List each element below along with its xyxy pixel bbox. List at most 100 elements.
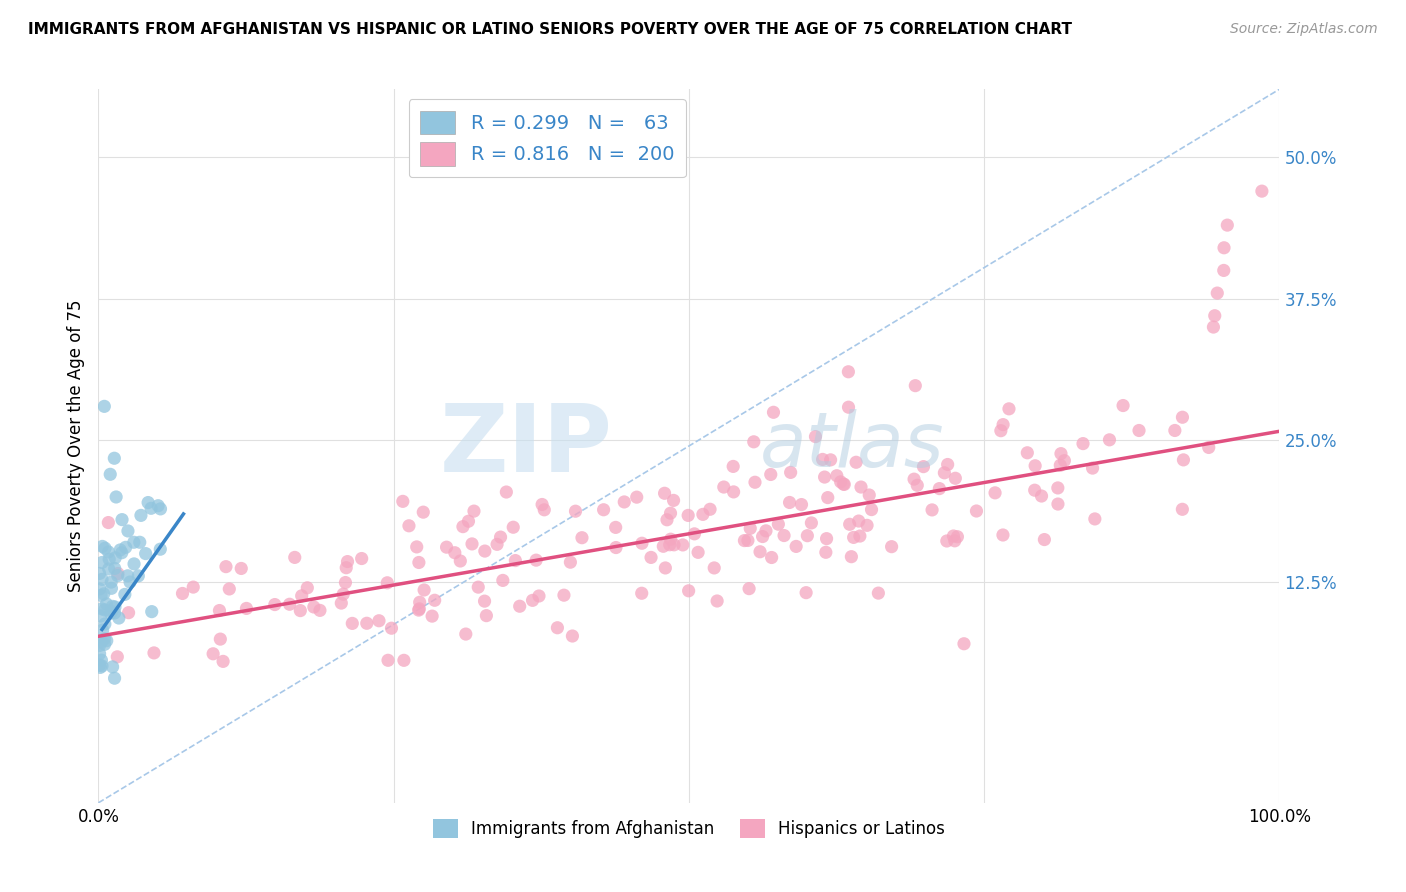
Point	[733, 533, 755, 548]
Point	[1216, 218, 1239, 232]
Point	[90, 634, 112, 648]
Point	[89, 566, 111, 581]
Point	[1033, 533, 1056, 547]
Point	[117, 524, 139, 538]
Point	[335, 560, 357, 574]
Point	[398, 518, 420, 533]
Point	[903, 472, 925, 486]
Point	[209, 632, 232, 646]
Point	[475, 608, 498, 623]
Point	[408, 595, 430, 609]
Point	[841, 549, 863, 564]
Point	[146, 499, 169, 513]
Point	[1128, 424, 1150, 438]
Point	[335, 575, 357, 590]
Point	[375, 575, 398, 590]
Point	[368, 614, 391, 628]
Point	[904, 378, 927, 392]
Point	[998, 401, 1021, 416]
Point	[762, 405, 785, 419]
Point	[454, 627, 477, 641]
Point	[136, 495, 159, 509]
Point	[97, 545, 120, 559]
Point	[101, 599, 124, 614]
Point	[779, 495, 801, 509]
Point	[1017, 446, 1039, 460]
Text: ZIP: ZIP	[439, 400, 612, 492]
Point	[231, 561, 253, 575]
Point	[676, 508, 699, 523]
Point	[678, 583, 700, 598]
Point	[208, 603, 231, 617]
Point	[838, 517, 860, 532]
Point	[790, 498, 813, 512]
Point	[991, 417, 1014, 432]
Point	[202, 647, 225, 661]
Point	[832, 477, 855, 491]
Point	[330, 596, 353, 610]
Point	[405, 540, 427, 554]
Point	[1084, 512, 1107, 526]
Point	[122, 557, 145, 571]
Point	[761, 550, 783, 565]
Point	[524, 553, 547, 567]
Point	[849, 529, 872, 543]
Point	[377, 653, 399, 667]
Point	[502, 520, 524, 534]
Point	[149, 501, 172, 516]
Point	[814, 545, 837, 559]
Point	[553, 588, 575, 602]
Point	[332, 587, 354, 601]
Point	[103, 671, 125, 685]
Point	[856, 518, 879, 533]
Point	[868, 586, 890, 600]
Point	[1031, 489, 1053, 503]
Point	[672, 538, 695, 552]
Point	[98, 467, 121, 482]
Point	[290, 604, 312, 618]
Point	[1171, 502, 1194, 516]
Point	[1046, 497, 1069, 511]
Point	[880, 540, 903, 554]
Point	[91, 556, 114, 570]
Text: Source: ZipAtlas.com: Source: ZipAtlas.com	[1230, 22, 1378, 37]
Point	[905, 478, 928, 492]
Point	[1202, 320, 1225, 334]
Point	[849, 480, 872, 494]
Point	[655, 513, 678, 527]
Point	[768, 517, 790, 532]
Point	[1198, 441, 1220, 455]
Point	[103, 451, 125, 466]
Point	[742, 434, 765, 449]
Point	[744, 475, 766, 490]
Point	[613, 495, 636, 509]
Point	[706, 594, 728, 608]
Point	[143, 646, 166, 660]
Point	[302, 600, 325, 615]
Point	[845, 455, 868, 469]
Point	[509, 599, 531, 614]
Point	[1213, 241, 1236, 255]
Point	[90, 589, 112, 603]
Point	[391, 494, 413, 508]
Point	[108, 611, 131, 625]
Point	[740, 521, 762, 535]
Text: atlas: atlas	[759, 409, 945, 483]
Point	[848, 514, 870, 528]
Point	[837, 365, 859, 379]
Point	[309, 603, 332, 617]
Point	[815, 532, 838, 546]
Point	[820, 453, 842, 467]
Point	[97, 562, 120, 576]
Point	[129, 508, 152, 523]
Point	[662, 538, 685, 552]
Point	[738, 582, 761, 596]
Point	[336, 555, 359, 569]
Point	[688, 545, 710, 559]
Point	[93, 587, 115, 601]
Point	[837, 401, 859, 415]
Point	[953, 637, 976, 651]
Point	[1206, 286, 1229, 301]
Point	[141, 605, 163, 619]
Point	[825, 468, 848, 483]
